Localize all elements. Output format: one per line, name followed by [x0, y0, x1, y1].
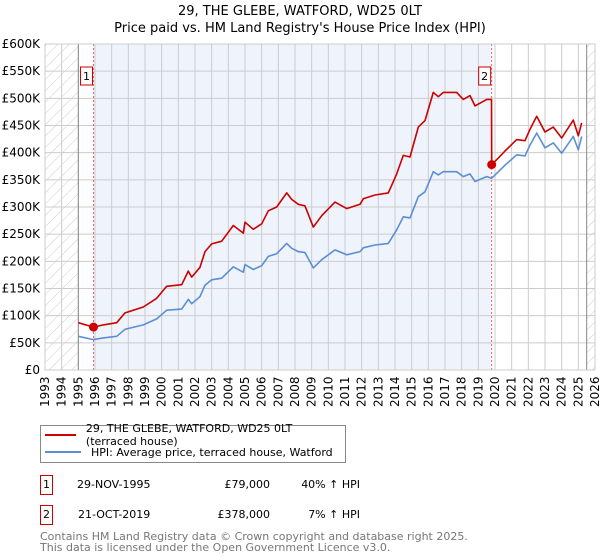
marker-badge: 2 [40, 505, 53, 525]
x-tick-label: 1994 [55, 376, 69, 407]
transaction-price: £79,000 [224, 478, 271, 491]
legend-label: 29, THE GLEBE, WATFORD, WD25 0LT (terrac… [85, 422, 293, 448]
x-tick-label: 2022 [521, 376, 535, 407]
footer-copyright: Contains HM Land Registry data © Crown c… [40, 530, 468, 543]
x-tick-label: 2015 [405, 376, 419, 407]
y-tick-label: £600K [2, 37, 42, 51]
sale-label-box [478, 66, 492, 86]
x-tick-label: 2013 [371, 376, 385, 407]
x-tick-label: 1999 [138, 376, 152, 407]
y-tick-label: £350K [2, 173, 42, 187]
y-tick-label: £550K [2, 64, 42, 78]
x-tick-label: 2021 [505, 376, 519, 407]
sale-label: 2 [481, 70, 488, 83]
x-tick-label: 2019 [471, 376, 485, 407]
sale-label: 1 [83, 70, 90, 83]
x-tick-label: 2024 [555, 376, 569, 407]
x-tick-label: 1998 [121, 376, 135, 407]
x-tick-label: 2011 [338, 376, 352, 407]
transaction-row: 2 21-OCT-2019 £378,000 7% ↑ HPI [40, 505, 440, 525]
x-tick-label: 2008 [288, 376, 302, 407]
x-tick-label: 2002 [188, 376, 202, 407]
sale-point [89, 322, 98, 332]
x-tick-label: 2007 [271, 376, 285, 407]
x-tick-label: 2014 [388, 376, 402, 407]
x-tick-label: 2012 [355, 376, 369, 407]
transaction-hpi: 40% ↑ HPI [301, 478, 360, 491]
x-tick-label: 2000 [155, 376, 169, 407]
x-tick-label: 2003 [205, 376, 219, 407]
x-tick-label: 2016 [421, 376, 435, 407]
x-tick-label: 2026 [588, 376, 600, 407]
x-tick-label: 2006 [255, 376, 269, 407]
footer-licence: This data is licensed under the Open Gov… [40, 541, 391, 554]
plot-border [44, 43, 596, 371]
y-tick-label: £0 [25, 363, 40, 377]
x-tick-label: 2018 [455, 376, 469, 407]
x-tick-label: 2025 [571, 376, 585, 407]
legend-swatch-red [45, 434, 76, 436]
y-tick-label: £500K [2, 91, 42, 105]
legend-item-property: 29, THE GLEBE, WATFORD, WD25 0LT (terrac… [45, 422, 345, 448]
x-tick-label: 1997 [105, 376, 119, 407]
x-tick-label: 1996 [88, 376, 102, 407]
sale-point [487, 160, 497, 170]
y-tick-label: £400K [2, 146, 42, 160]
y-tick-label: £250K [2, 227, 42, 241]
hpi-series-line [78, 132, 583, 341]
legend-swatch-blue [45, 451, 81, 453]
y-tick-label: £150K [2, 282, 42, 296]
transaction-date: 29-NOV-1995 [77, 478, 151, 491]
y-tick-label: £300K [2, 200, 42, 214]
x-tick-label: 2009 [305, 376, 319, 407]
transaction-date: 21-OCT-2019 [78, 508, 151, 521]
chart-subtitle: Price paid vs. HM Land Registry's House … [114, 21, 486, 36]
x-tick-label: 2004 [221, 376, 235, 407]
x-tick-label: 2023 [538, 376, 552, 407]
x-tick-label: 2001 [171, 376, 185, 407]
transaction-price: £378,000 [217, 508, 271, 521]
y-tick-label: £200K [2, 254, 42, 268]
x-tick-label: 1995 [71, 376, 85, 407]
y-tick-label: £50K [9, 336, 41, 350]
legend-label: HPI: Average price, terraced house, Watf… [91, 445, 333, 459]
y-tick-label: £450K [2, 119, 42, 133]
property-series-line [78, 91, 583, 328]
chart-title: 29, THE GLEBE, WATFORD, WD25 0LT [178, 4, 422, 19]
legend-item-hpi: HPI: Average price, terraced house, Watf… [45, 444, 333, 460]
legend: 29, THE GLEBE, WATFORD, WD25 0LT (terrac… [40, 422, 346, 463]
x-tick-label: 1993 [38, 376, 52, 407]
x-tick-label: 2010 [321, 376, 335, 407]
x-tick-label: 2005 [238, 376, 252, 407]
x-tick-label: 2017 [438, 376, 452, 407]
transaction-hpi: 7% ↑ HPI [308, 508, 360, 521]
y-tick-label: £100K [2, 309, 42, 323]
x-tick-label: 2020 [488, 376, 502, 407]
chart-plot: £0 £50K £100K £150K £200K £250K £300K £350K £400… [2, 37, 600, 407]
sale-label-box [80, 66, 93, 86]
transaction-row: 1 29-NOV-1995 £79,000 40% ↑ HPI [40, 475, 440, 495]
marker-badge: 1 [40, 475, 53, 495]
